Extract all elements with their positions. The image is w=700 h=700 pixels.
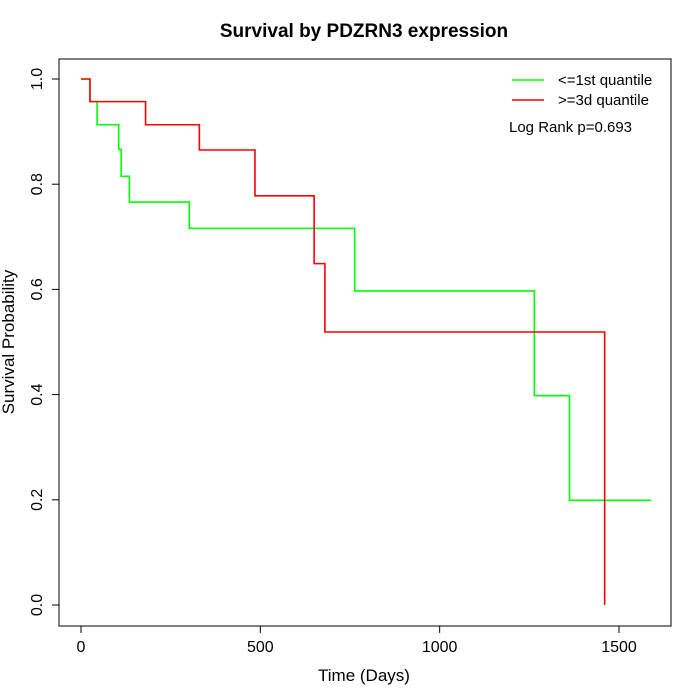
x-tick-label: 500	[247, 639, 274, 656]
y-axis-label: Survival Probability	[0, 269, 18, 414]
series-layer	[81, 78, 652, 605]
y-tick-label: 0.8	[29, 173, 46, 195]
x-axis: 0 500 1000 1500	[77, 625, 637, 656]
log-rank-annotation: Log Rank p=0.693	[509, 119, 632, 136]
y-axis: 0.0 0.2 0.4 0.6 0.8 1.0	[29, 68, 60, 616]
plot-frame	[58, 58, 672, 627]
survival-curve-high-quantile	[81, 78, 606, 605]
x-tick-label: 0	[77, 639, 86, 656]
x-axis-label: Time (Days)	[318, 666, 410, 685]
survival-curve-low-quantile	[81, 78, 652, 502]
y-tick-label: 0.4	[29, 383, 46, 405]
y-tick-label: 1.0	[29, 68, 46, 90]
y-tick-label: 0.6	[29, 278, 46, 300]
y-tick-label: 0.2	[29, 489, 46, 511]
legend-label: <=1st quantile	[558, 72, 652, 89]
chart-title: Survival by PDZRN3 expression	[220, 21, 508, 42]
x-tick-label: 1500	[601, 639, 637, 656]
y-tick-label: 0.0	[29, 594, 46, 616]
x-tick-label: 1000	[422, 639, 458, 656]
legend-label: >=3d quantile	[558, 92, 649, 109]
legend: <=1st quantile >=3d quantile	[512, 72, 652, 109]
